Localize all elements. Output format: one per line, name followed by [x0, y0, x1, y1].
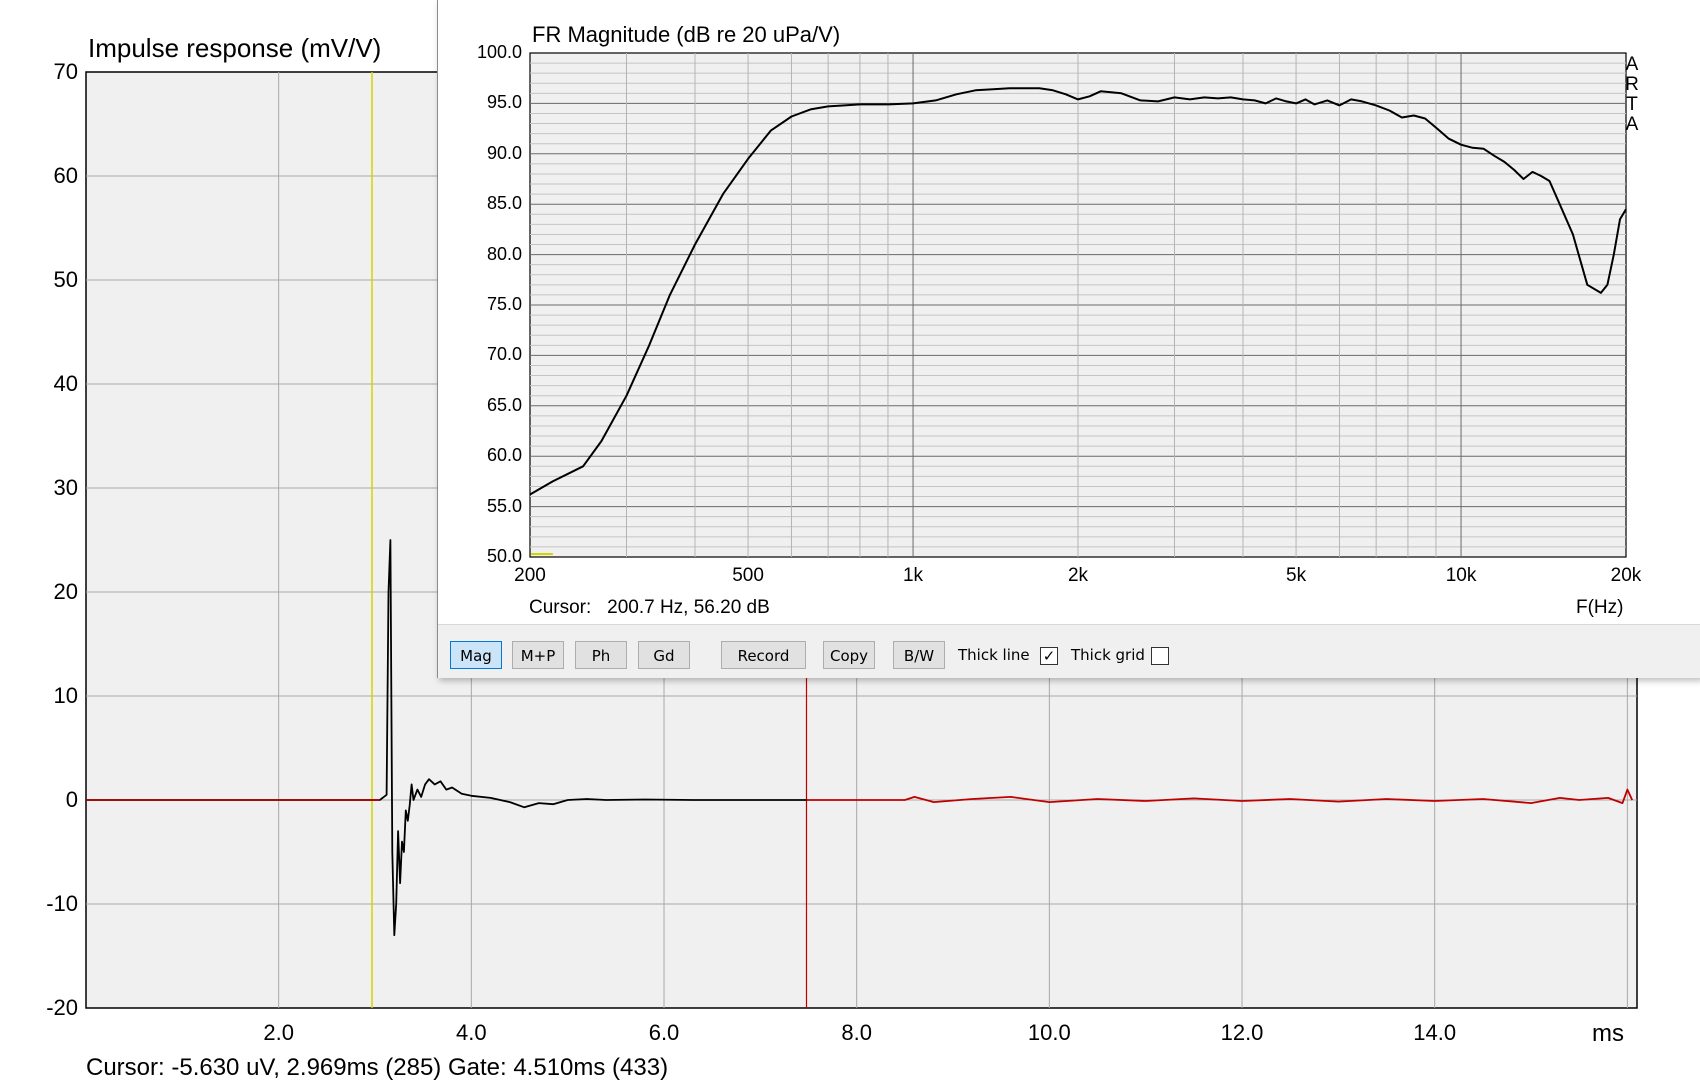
impulse-x-tick: 2.0 [263, 1020, 294, 1045]
fr-y-tick: 55.0 [486, 495, 522, 516]
fr-plot[interactable] [438, 0, 1700, 624]
fr-y-tick: 90.0 [486, 142, 522, 163]
fr-trace [529, 87, 1627, 496]
arta-letter: R [1625, 74, 1639, 95]
thick-grid-label: Thick grid [1071, 646, 1145, 664]
fr-y-tick: 75.0 [486, 294, 522, 314]
impulse-x-tick: 10.0 [1027, 1020, 1071, 1045]
fr-y-tick: 65.0 [486, 394, 522, 415]
fr-y-tick: 70.0 [486, 344, 522, 365]
thick-line-checkbox[interactable]: ✓ [1040, 647, 1058, 665]
fr-x-tick: 200 [514, 565, 546, 586]
impulse-trace-gated-out [806, 788, 1634, 804]
fr-x-unit: F(Hz) [1576, 597, 1624, 618]
thick-line-label: Thick line [958, 646, 1030, 664]
impulse-y-tick: 10 [53, 683, 78, 708]
fr-y-tick: 80.0 [486, 243, 522, 264]
arta-letter: T [1626, 94, 1638, 115]
fr-x-tick: 5k [1286, 565, 1307, 586]
fr-cursor-status: Cursor: 200.7 Hz, 56.20 dB [529, 597, 770, 618]
impulse-cursor-status: Cursor: -5.630 uV, 2.969ms (285) Gate: 4… [86, 1054, 669, 1081]
impulse-y-tick: -20 [46, 995, 78, 1020]
arta-letter: A [1625, 114, 1639, 135]
impulse-y-tick: 0 [65, 787, 78, 812]
fr-magnitude-window[interactable]: FR Magnitude (dB re 20 uPa/V) 100.0 95.0 9… [437, 0, 1700, 678]
impulse-chart-title: Impulse response (mV/V) [88, 33, 382, 63]
impulse-y-tick: 20 [53, 579, 78, 604]
fr-toolbar: Mag M+P Ph Gd Record Copy B/W Thick line… [438, 624, 1700, 678]
thick-grid-checkbox[interactable] [1151, 647, 1169, 665]
copy-button[interactable]: Copy [823, 641, 875, 669]
phase-button[interactable]: Ph [575, 641, 627, 669]
mag-phase-button[interactable]: M+P [512, 641, 564, 669]
impulse-y-tick: 50 [53, 267, 78, 292]
impulse-trace-gated-in [86, 539, 807, 937]
fr-y-tick: 50.0 [486, 546, 522, 566]
record-button[interactable]: Record [721, 641, 806, 669]
fr-x-tick: 2k [1067, 565, 1089, 586]
black-white-button[interactable]: B/W [893, 641, 945, 669]
impulse-x-tick: 8.0 [841, 1020, 872, 1045]
impulse-x-tick: 14.0 [1413, 1020, 1457, 1045]
fr-y-tick: 85.0 [486, 193, 522, 214]
impulse-y-tick: 70 [53, 59, 78, 84]
fr-y-tick: 100.0 [476, 42, 522, 62]
impulse-x-unit: ms [1592, 1020, 1624, 1047]
impulse-x-tick: 4.0 [456, 1020, 487, 1045]
impulse-y-tick: 60 [53, 163, 78, 188]
fr-chart-title: FR Magnitude (dB re 20 uPa/V) [532, 22, 841, 47]
fr-x-tick: 20k [1610, 565, 1642, 586]
fr-y-tick: 60.0 [486, 445, 522, 466]
impulse-y-tick: -10 [46, 891, 78, 916]
impulse-x-tick: 6.0 [648, 1020, 680, 1045]
impulse-y-tick: 40 [53, 371, 78, 396]
impulse-y-tick: 30 [53, 475, 78, 500]
group-delay-button[interactable]: Gd [638, 641, 690, 669]
fr-y-tick: 95.0 [486, 92, 522, 113]
arta-logo: A R T A [1622, 55, 1642, 135]
mag-button[interactable]: Mag [450, 641, 502, 669]
fr-x-tick: 500 [732, 565, 764, 586]
arta-letter: A [1625, 54, 1639, 75]
fr-x-tick: 10k [1445, 565, 1477, 586]
impulse-x-tick: 12.0 [1220, 1020, 1264, 1045]
fr-x-tick: 1k [902, 565, 924, 586]
